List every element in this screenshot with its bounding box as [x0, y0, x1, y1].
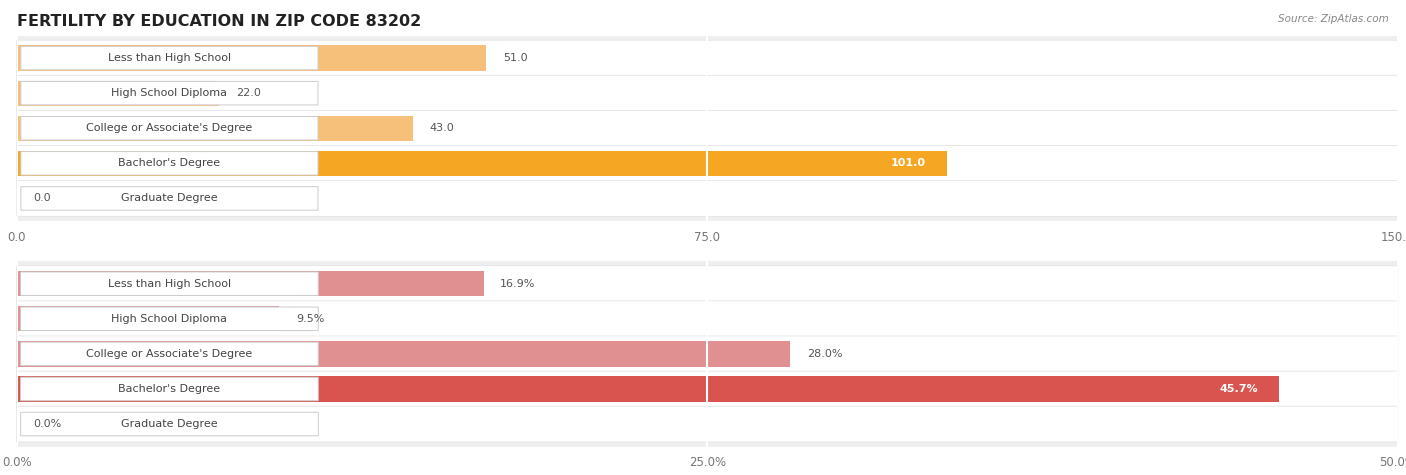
Text: 43.0: 43.0: [429, 123, 454, 133]
Text: Less than High School: Less than High School: [108, 53, 231, 63]
Text: 51.0: 51.0: [503, 53, 527, 63]
Text: 45.7%: 45.7%: [1219, 384, 1258, 394]
FancyBboxPatch shape: [17, 145, 1398, 181]
FancyBboxPatch shape: [21, 342, 318, 366]
FancyBboxPatch shape: [21, 272, 318, 295]
Text: Bachelor's Degree: Bachelor's Degree: [118, 384, 221, 394]
Bar: [17, 341, 790, 367]
FancyBboxPatch shape: [17, 336, 1398, 372]
Bar: [17, 115, 413, 141]
Text: 101.0: 101.0: [891, 158, 925, 168]
Text: High School Diploma: High School Diploma: [111, 314, 228, 324]
Text: 0.0: 0.0: [34, 193, 51, 203]
Text: Graduate Degree: Graduate Degree: [121, 419, 218, 429]
FancyBboxPatch shape: [21, 307, 318, 331]
FancyBboxPatch shape: [17, 406, 1398, 442]
FancyBboxPatch shape: [21, 116, 318, 140]
Text: FERTILITY BY EDUCATION IN ZIP CODE 83202: FERTILITY BY EDUCATION IN ZIP CODE 83202: [17, 14, 422, 29]
Text: 0.0%: 0.0%: [34, 419, 62, 429]
FancyBboxPatch shape: [21, 81, 318, 105]
Text: Bachelor's Degree: Bachelor's Degree: [118, 158, 221, 168]
Text: 22.0: 22.0: [236, 88, 262, 98]
FancyBboxPatch shape: [21, 377, 318, 401]
Text: 16.9%: 16.9%: [501, 279, 536, 289]
Text: College or Associate's Degree: College or Associate's Degree: [86, 349, 253, 359]
Text: Source: ZipAtlas.com: Source: ZipAtlas.com: [1278, 14, 1389, 24]
FancyBboxPatch shape: [21, 412, 318, 436]
FancyBboxPatch shape: [21, 187, 318, 210]
Bar: [17, 306, 280, 332]
Text: 9.5%: 9.5%: [295, 314, 325, 324]
Text: College or Associate's Degree: College or Associate's Degree: [86, 123, 253, 133]
Text: High School Diploma: High School Diploma: [111, 88, 228, 98]
Text: Less than High School: Less than High School: [108, 279, 231, 289]
Bar: [17, 151, 946, 176]
FancyBboxPatch shape: [17, 110, 1398, 146]
FancyBboxPatch shape: [17, 371, 1398, 407]
FancyBboxPatch shape: [17, 75, 1398, 111]
Text: 28.0%: 28.0%: [807, 349, 842, 359]
FancyBboxPatch shape: [21, 47, 318, 70]
Bar: [17, 271, 484, 296]
Bar: [17, 376, 1279, 401]
FancyBboxPatch shape: [17, 301, 1398, 337]
Bar: [17, 46, 486, 71]
Bar: [17, 81, 219, 106]
FancyBboxPatch shape: [17, 40, 1398, 76]
FancyBboxPatch shape: [21, 152, 318, 175]
FancyBboxPatch shape: [17, 266, 1398, 302]
FancyBboxPatch shape: [17, 180, 1398, 216]
Text: Graduate Degree: Graduate Degree: [121, 193, 218, 203]
